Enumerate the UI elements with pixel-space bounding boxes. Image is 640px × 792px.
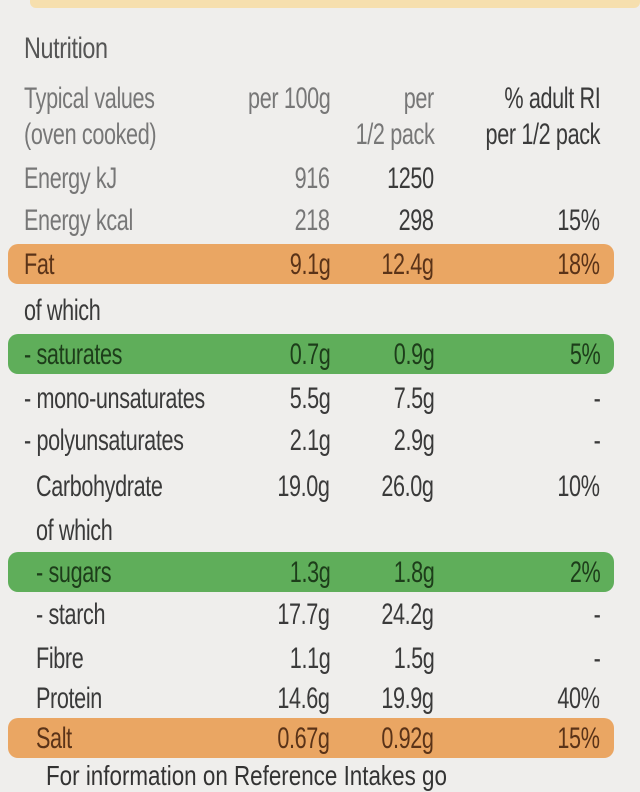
row-ri-percent: 40%	[557, 682, 601, 715]
row-ri-percent: 10%	[557, 470, 601, 503]
row-label: Protein	[36, 682, 102, 715]
row-ri-percent: -	[593, 642, 600, 675]
row-ri-percent: 2%	[569, 556, 601, 589]
row-per-100g: 1.3g	[289, 556, 330, 589]
header-row-2: (oven cooked) 1/2 pack per 1/2 pack	[0, 114, 640, 156]
table-row: Fibre 1.1g 1.5g -	[0, 638, 640, 680]
row-label: - saturates	[24, 338, 123, 371]
row-ri-percent: -	[593, 598, 600, 631]
row-label: - starch	[36, 598, 106, 631]
table-row: Carbohydrate 19.0g 26.0g 10%	[0, 466, 640, 508]
table-row: of which	[0, 290, 640, 332]
row-per-100g: 218	[295, 204, 330, 237]
table-row: Salt 0.67g 0.92g 15%	[0, 718, 640, 760]
nutrition-title: Nutrition	[24, 32, 108, 65]
table-row: Fat 9.1g 12.4g 18%	[0, 244, 640, 286]
row-per-100g: 916	[295, 162, 330, 195]
orange-highlight-band	[8, 244, 614, 284]
row-per-100g: 14.6g	[277, 682, 331, 715]
orange-highlight-band	[8, 718, 614, 758]
row-per-half-pack: 24.2g	[381, 598, 435, 631]
header-ri-line1: % adult RI	[503, 82, 600, 115]
table-row: Energy kcal 218 298 15%	[0, 200, 640, 242]
header-half-pack: 1/2 pack	[355, 118, 434, 151]
row-label: Fibre	[36, 642, 84, 675]
row-per-half-pack: 1.8g	[393, 556, 434, 589]
row-per-100g: 0.7g	[289, 338, 330, 371]
row-label: Fat	[24, 248, 55, 281]
row-per-100g: 0.67g	[277, 722, 331, 755]
row-per-100g: 9.1g	[289, 248, 330, 281]
table-row: - starch 17.7g 24.2g -	[0, 594, 640, 636]
row-ri-percent: -	[593, 382, 600, 415]
row-label: of which	[36, 514, 113, 547]
row-per-100g: 1.1g	[289, 642, 330, 675]
row-label: Salt	[36, 722, 72, 755]
row-label: - mono-unsaturates	[24, 382, 205, 415]
row-label: - sugars	[36, 556, 112, 589]
table-row: - saturates 0.7g 0.9g 5%	[0, 334, 640, 376]
row-per-half-pack: 298	[399, 204, 434, 237]
table-row: of which	[0, 510, 640, 552]
row-per-half-pack: 0.92g	[381, 722, 435, 755]
row-label: Energy kJ	[24, 162, 117, 195]
header-row-1: Typical values per 100g per % adult RI	[0, 78, 640, 120]
row-per-half-pack: 19.9g	[381, 682, 435, 715]
row-per-100g: 2.1g	[289, 424, 330, 457]
row-label: - polyunsaturates	[24, 424, 184, 457]
header-typical-values: Typical values	[24, 82, 155, 115]
table-row: - mono-unsaturates 5.5g 7.5g -	[0, 378, 640, 420]
row-per-half-pack: 0.9g	[393, 338, 434, 371]
row-per-half-pack: 2.9g	[393, 424, 434, 457]
header-oven-cooked: (oven cooked)	[24, 118, 157, 151]
row-per-half-pack: 1250	[387, 162, 434, 195]
row-per-half-pack: 1.5g	[393, 642, 434, 675]
table-row: - sugars 1.3g 1.8g 2%	[0, 552, 640, 594]
green-highlight-band	[8, 552, 614, 592]
green-highlight-band	[8, 334, 614, 374]
row-ri-percent: 18%	[557, 248, 601, 281]
row-per-100g: 17.7g	[277, 598, 331, 631]
row-ri-percent: -	[593, 424, 600, 457]
table-row: Protein 14.6g 19.9g 40%	[0, 678, 640, 720]
header-ri-line2: per 1/2 pack	[485, 118, 600, 151]
table-row: - polyunsaturates 2.1g 2.9g -	[0, 420, 640, 462]
row-per-half-pack: 12.4g	[381, 248, 435, 281]
row-ri-percent: 15%	[557, 204, 601, 237]
row-label: Carbohydrate	[36, 470, 163, 503]
top-color-strip	[30, 0, 640, 8]
row-label: of which	[24, 294, 101, 327]
footer-note: For information on Reference Intakes go	[46, 760, 447, 791]
header-per-100g: per 100g	[247, 82, 331, 115]
header-per-line1: per	[403, 82, 434, 115]
row-ri-percent: 15%	[557, 722, 601, 755]
row-per-half-pack: 7.5g	[393, 382, 434, 415]
row-per-half-pack: 26.0g	[381, 470, 435, 503]
table-row: Energy kJ 916 1250	[0, 158, 640, 200]
row-per-100g: 5.5g	[289, 382, 330, 415]
row-per-100g: 19.0g	[277, 470, 331, 503]
row-label: Energy kcal	[24, 204, 133, 237]
row-ri-percent: 5%	[569, 338, 601, 371]
